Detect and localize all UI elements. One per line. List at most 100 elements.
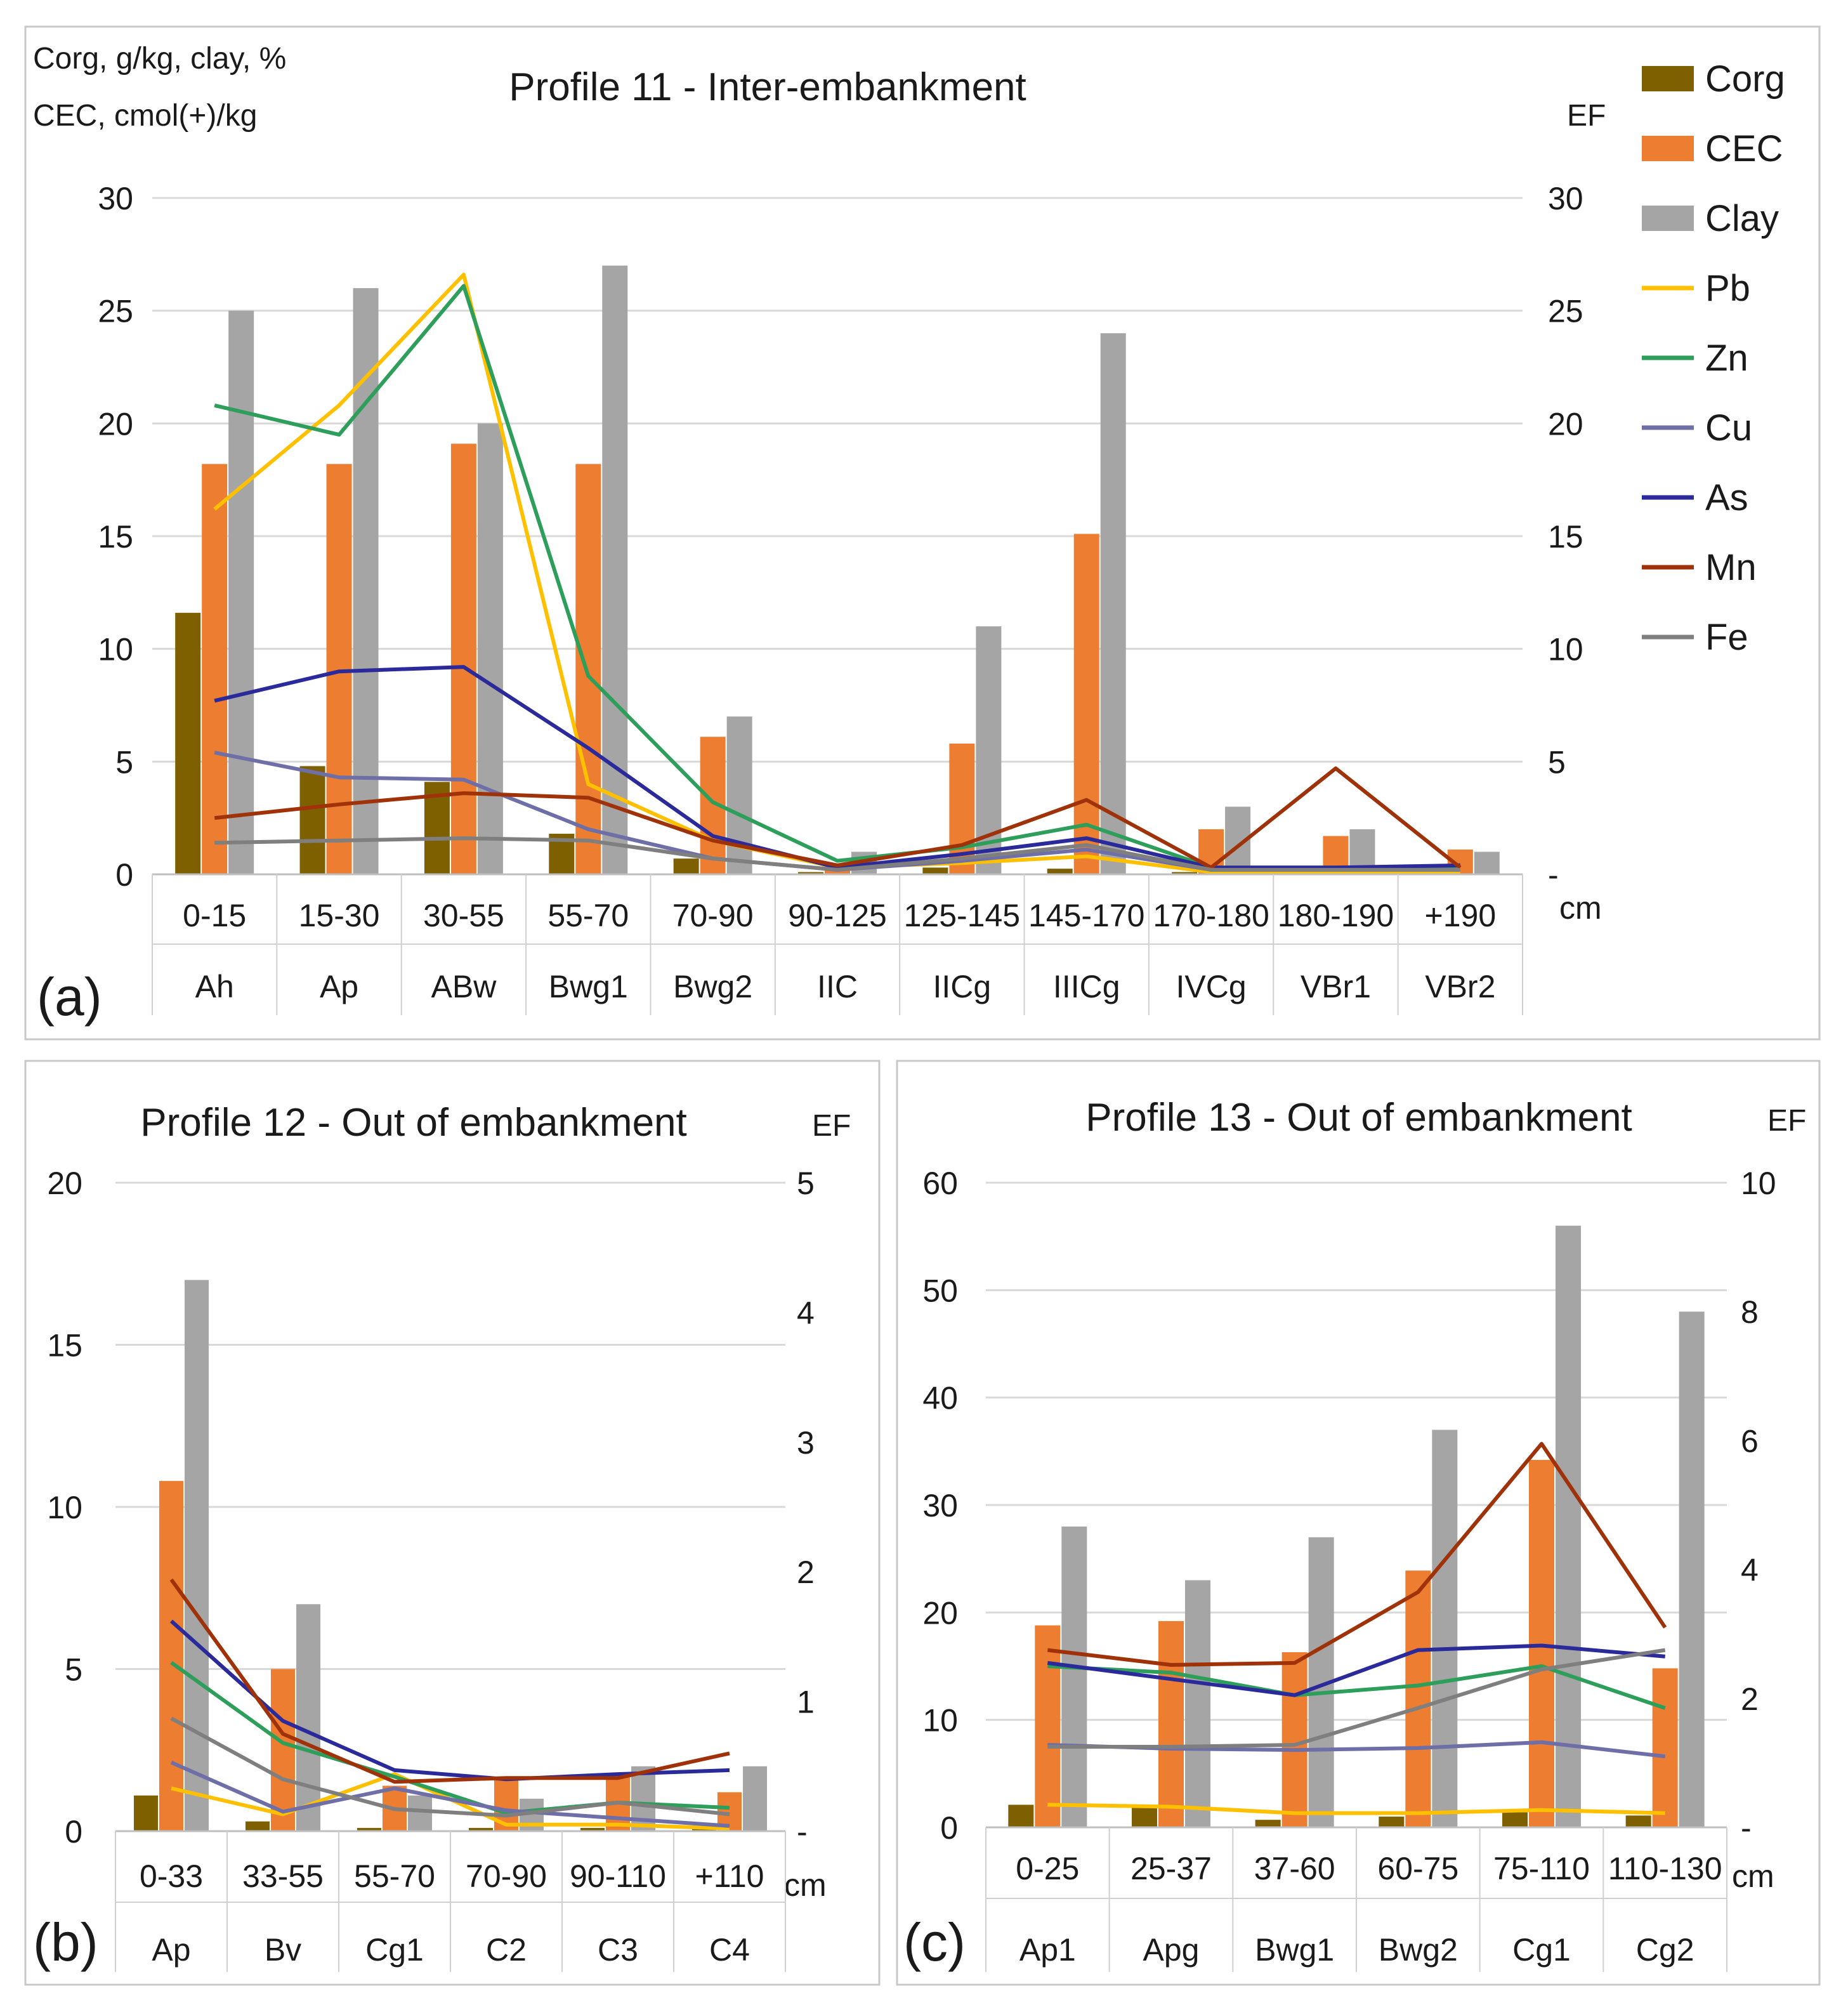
bar-corg — [299, 766, 325, 874]
legend-label: Mn — [1705, 547, 1757, 588]
y2-tick-label: 4 — [797, 1295, 815, 1331]
y2-tick-label: 6 — [1741, 1423, 1759, 1459]
bar-clay — [1185, 1580, 1210, 1827]
horizon-label: Ah — [195, 969, 234, 1004]
bar-corg — [469, 1827, 493, 1831]
line-as — [214, 665, 1460, 870]
bar-cec — [1035, 1625, 1061, 1827]
legend-label: Clay — [1705, 198, 1779, 239]
bar-cec — [159, 1481, 183, 1831]
horizon-label: C2 — [486, 1932, 527, 1968]
y-tick-label: 0 — [940, 1810, 958, 1846]
legend-label: Zn — [1705, 338, 1748, 379]
chart-b: 0 5 10 15 20 - 1 2 3 4 5 0-33 33-55 55-70 70-90 90-110 +… — [47, 1166, 815, 1972]
line-fe — [170, 1716, 730, 1818]
panel-c-y2label: EF — [1767, 1104, 1806, 1138]
depth-label: 55-70 — [354, 1858, 435, 1894]
bar-clay — [296, 1604, 320, 1831]
y-tick-label: 5 — [65, 1652, 82, 1688]
chart-c: 0 10 20 30 40 50 60 - 2 4 6 8 10 0-25 25-37 37-60 60-75 7… — [922, 1166, 1776, 1972]
bar-corg — [175, 612, 201, 874]
bar-corg — [922, 867, 948, 874]
horizon-label: Cg1 — [1512, 1932, 1571, 1968]
legend-swatch — [1642, 66, 1694, 91]
line-pb — [1047, 1803, 1665, 1815]
panel-a-ylabel-1: Corg, g/kg, clay, % — [33, 42, 286, 76]
bar-clay — [185, 1280, 209, 1831]
bar-cec — [1158, 1620, 1184, 1827]
bar-corg — [1255, 1820, 1281, 1827]
panel-b-label: (b) — [33, 1912, 98, 1972]
horizon-label: Bwg2 — [1379, 1932, 1458, 1968]
bar-corg — [357, 1827, 381, 1831]
panel-a-unit: cm — [1559, 890, 1602, 926]
depth-label: 33-55 — [242, 1858, 324, 1894]
line-fe — [1047, 1648, 1666, 1749]
bar-corg — [1132, 1808, 1157, 1827]
bar-corg — [673, 858, 699, 874]
bar-clay — [1100, 333, 1126, 874]
horizon-label: Ap — [152, 1932, 190, 1968]
panel-a-frame — [24, 25, 1821, 1041]
y2-tick-label: 5 — [1548, 744, 1566, 780]
y2-tick-label: - — [797, 1814, 808, 1850]
bar-corg — [1379, 1817, 1405, 1827]
line-pb — [213, 272, 1460, 874]
depth-label: 0-15 — [183, 898, 246, 933]
y-tick-label: 25 — [98, 294, 133, 329]
panel-a-ylabel-2: CEC, cmol(+)/kg — [33, 99, 257, 133]
y-tick-label: 30 — [922, 1488, 958, 1523]
line-mn — [214, 766, 1462, 870]
bar-corg — [1047, 869, 1073, 874]
depth-label: 70-90 — [672, 898, 754, 933]
horizon-label: ABw — [431, 969, 497, 1004]
horizon-label: Bwg2 — [673, 969, 752, 1004]
panel-c-title: Profile 13 - Out of embankment — [1085, 1096, 1632, 1140]
horizon-label: Apg — [1143, 1932, 1200, 1968]
bar-clay — [1679, 1311, 1705, 1827]
bar-cec — [1281, 1652, 1307, 1827]
depth-label: 90-110 — [570, 1858, 666, 1894]
depth-label: 0-25 — [1016, 1851, 1079, 1886]
bar-corg — [134, 1795, 158, 1831]
depth-label: +110 — [695, 1858, 764, 1894]
panel-c-frame — [896, 1060, 1821, 1986]
bar-clay — [408, 1795, 432, 1831]
panel-b-frame — [24, 1060, 881, 1986]
bar-corg — [1502, 1812, 1528, 1827]
legend-swatch — [1642, 136, 1694, 161]
y-tick-label: 30 — [98, 181, 133, 216]
panel-c-unit: cm — [1732, 1858, 1774, 1894]
line-cu — [214, 751, 1460, 872]
panel-b-unit: cm — [784, 1867, 827, 1903]
y2-tick-label: 15 — [1548, 519, 1583, 555]
depth-label: 30-55 — [423, 898, 504, 933]
y2-tick-label: - — [1741, 1810, 1752, 1846]
legend-item-pb: Pb — [1642, 268, 1750, 309]
bar-cec — [326, 464, 352, 874]
y2-tick-label: 2 — [797, 1555, 815, 1590]
y-tick-label: 10 — [47, 1490, 82, 1525]
depth-label: 90-125 — [788, 898, 887, 933]
bar-corg — [1008, 1805, 1034, 1827]
y2-tick-label: 8 — [1741, 1294, 1759, 1330]
bar-cec — [1405, 1570, 1431, 1827]
bar-corg — [246, 1821, 270, 1831]
line-zn — [1047, 1664, 1666, 1710]
depth-label: 70-90 — [466, 1858, 547, 1894]
line-mn — [1047, 1442, 1667, 1667]
horizon-label: VBr2 — [1425, 969, 1495, 1004]
depth-label: 125-145 — [904, 898, 1021, 933]
bar-cec — [271, 1669, 295, 1831]
horizon-label: IIICg — [1053, 969, 1120, 1004]
legend-label: Pb — [1705, 268, 1750, 309]
y-tick-label: 20 — [98, 406, 133, 442]
legend-label: Fe — [1705, 617, 1748, 658]
y-tick-label: 20 — [922, 1595, 958, 1631]
y2-tick-label: 10 — [1548, 632, 1583, 667]
bar-corg — [798, 872, 823, 874]
line-fe — [214, 836, 1460, 872]
y2-tick-label: 25 — [1548, 294, 1583, 329]
legend-label: As — [1705, 477, 1748, 518]
